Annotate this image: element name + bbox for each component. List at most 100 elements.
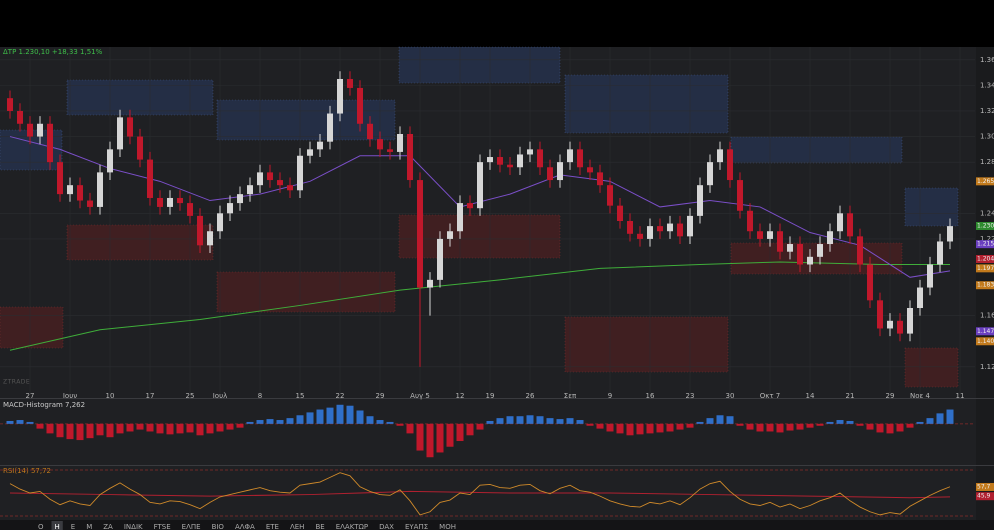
candle-body [237,194,243,204]
histogram-bar [876,423,884,433]
histogram-bar [206,423,214,434]
candle-body [847,213,853,237]
x-tick-label: 23 [686,392,695,400]
price-label: 1.215,9 [977,241,994,248]
candle-body [207,231,213,246]
price-label: 1.140 [977,338,994,345]
candle-body [177,197,183,204]
candle-body [497,157,503,165]
histogram-bar [796,423,804,430]
y-tick-label: 1.24 [980,209,994,217]
x-tick-label: 11 [956,392,965,400]
histogram-bar [196,423,204,436]
toolbar-button[interactable]: ΒΙΟ [212,523,225,530]
candle-body [787,244,793,252]
histogram-bar [36,423,44,429]
histogram-bar [536,416,544,424]
toolbar-button[interactable]: ΛΕΗ [290,523,304,530]
candle-body [927,264,933,288]
toolbar-button[interactable]: FTSE [154,523,171,530]
histogram-bar [846,420,854,424]
toolbar-button[interactable]: ΕΤΕ [266,523,279,530]
rsi-title: RSI(14) 57,72 [3,467,51,475]
histogram-bar [106,423,114,438]
histogram-bar [396,423,404,426]
candle-body [547,167,553,181]
candle-body [247,185,253,195]
candle-body [157,197,163,207]
histogram-bar [306,412,314,424]
histogram-bar [466,423,474,436]
candle-body [617,205,623,221]
toolbar-button[interactable]: DAX [379,523,394,530]
price-label-box [976,264,994,273]
candle-body [7,98,13,111]
candle-body [347,78,353,88]
zone [216,271,396,313]
zone [730,242,903,275]
y-tick-label: 1.36 [980,56,994,64]
histogram-bar [16,420,24,424]
candle-body [837,213,843,232]
candle-body [147,159,153,198]
toolbar-button[interactable]: ΕΛΠΕ [182,523,201,530]
histogram-bar [716,415,724,424]
x-tick-label: Σεπ [564,392,577,400]
histogram-bar [656,423,664,433]
toolbar-items: Ο Η Ε Μ ΖΑ ΙΝΔΙΚ FTSE ΕΛΠΕ ΒΙΟ ΑΛΦΑ ΕΤΕ ΛΕΗ ΒΕ ΕΛΑΚΤΩ… [38,521,456,530]
x-tick-label: Αυγ 5 [410,392,430,400]
chart-background [0,47,994,520]
histogram-bar [626,423,634,436]
histogram-bar [216,423,224,432]
zone [904,347,959,388]
histogram-bar [136,423,144,430]
histogram-bar [406,423,414,434]
zone [398,46,561,84]
toolbar-button[interactable]: ΕΥΑΠΣ [405,523,428,530]
candle-body [227,203,233,214]
toolbar-button[interactable]: Ο [38,523,44,530]
histogram-bar [26,421,34,424]
toolbar-button[interactable]: Ε [71,523,75,530]
zone [66,224,214,261]
candle-body [337,78,343,114]
candle-body [687,215,693,237]
y-tick-label: 1.12 [980,363,994,371]
candle-body [797,244,803,265]
zone [904,187,959,227]
histogram-bar [266,419,274,424]
x-tick-label: 29 [376,392,385,400]
toolbar-button[interactable]: ΖΑ [103,523,113,530]
histogram-bar [566,418,574,424]
histogram-bar [6,420,14,424]
histogram-bar [786,423,794,431]
candle-body [857,236,863,265]
price-label: 1.147,8 [977,328,994,335]
zone [564,74,729,134]
histogram-bar [586,423,594,426]
histogram-bar [146,423,154,432]
histogram-bar [596,423,604,429]
toolbar-button[interactable]: ΑΛΦΑ [235,523,255,530]
candle-body [27,123,33,137]
histogram-bar [496,418,504,424]
toolbar-button[interactable]: ΜΟΗ [439,523,456,530]
toolbar-button[interactable]: ΙΝΔΙΚ [124,523,143,530]
toolbar-button[interactable]: Μ [86,523,92,530]
candle-body [517,154,523,168]
candle-body [757,231,763,239]
x-tick-label: 22 [336,392,345,400]
x-tick-label: 30 [726,392,735,400]
histogram-bar [346,405,354,424]
candle-body [127,117,133,137]
histogram-bar [856,423,864,426]
toolbar-button[interactable]: ΒΕ [315,523,324,530]
histogram-bar [116,423,124,434]
candle-body [667,223,673,232]
zone [398,214,561,259]
y-tick-label: 1.30 [980,133,994,141]
zone [66,79,214,116]
toolbar-button[interactable]: ΕΛΑΚΤΩΡ [336,523,368,530]
toolbar-button[interactable]: Η [55,523,60,530]
